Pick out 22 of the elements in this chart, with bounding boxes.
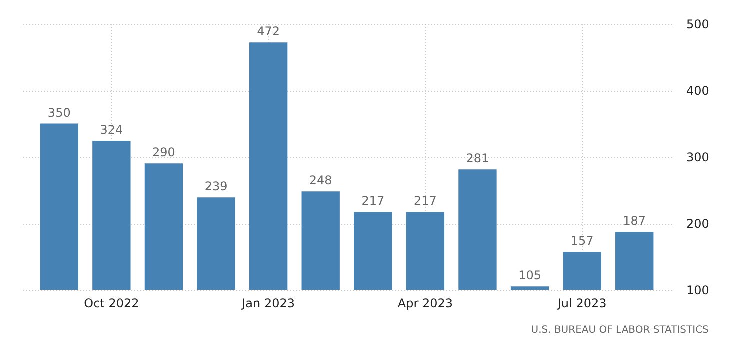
x-tick-label: Oct 2022 — [84, 296, 140, 310]
data-label: 248 — [309, 174, 332, 188]
data-label: 472 — [257, 24, 280, 39]
data-label: 290 — [152, 146, 176, 160]
data-label: 217 — [414, 194, 437, 208]
x-tick-label: Jan 2023 — [241, 296, 295, 310]
data-label: 350 — [48, 106, 71, 120]
y-tick-label: 200 — [686, 217, 710, 231]
data-label: 217 — [362, 194, 385, 208]
y-tick-label: 400 — [686, 84, 710, 98]
x-tick-label: Apr 2023 — [398, 296, 453, 310]
y-tick-label: 500 — [686, 18, 710, 32]
y-tick-label: 100 — [686, 284, 710, 298]
data-label: 239 — [204, 180, 228, 194]
data-label: 105 — [518, 268, 542, 283]
text: U.S. BUREAU OF LABOR STATISTICS — [531, 325, 709, 336]
data-label: 157 — [570, 234, 594, 248]
data-label: 187 — [623, 214, 646, 228]
data-label: 281 — [466, 152, 490, 166]
y-tick-label: 300 — [686, 150, 710, 164]
x-tick-label: Jul 2023 — [556, 296, 607, 310]
data-label: 324 — [100, 123, 124, 138]
